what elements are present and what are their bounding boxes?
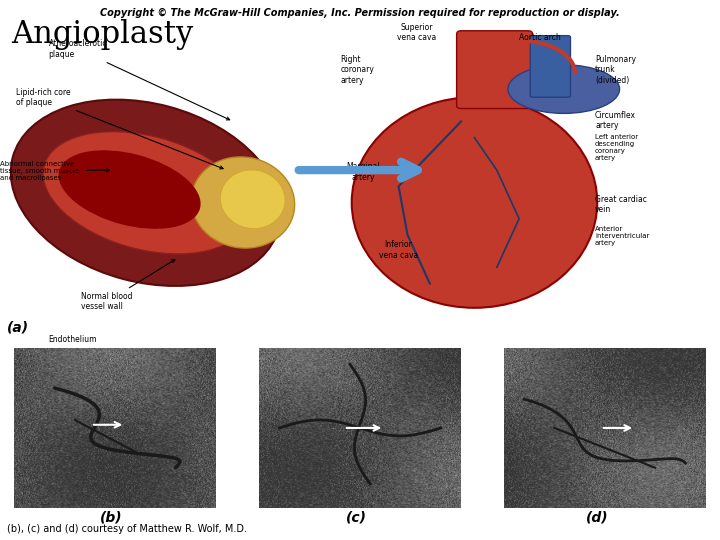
FancyArrowPatch shape bbox=[299, 162, 418, 178]
Ellipse shape bbox=[192, 157, 294, 248]
Text: Anterior
interventricular
artery: Anterior interventricular artery bbox=[595, 226, 649, 246]
Text: (c): (c) bbox=[346, 510, 367, 524]
Ellipse shape bbox=[220, 170, 285, 228]
Ellipse shape bbox=[352, 97, 598, 308]
Text: Inferior
vena cava: Inferior vena cava bbox=[379, 240, 418, 260]
Ellipse shape bbox=[508, 65, 619, 113]
Text: Lipid-rich core
of plaque: Lipid-rich core of plaque bbox=[16, 88, 223, 169]
Text: Superior
vena cava: Superior vena cava bbox=[397, 23, 436, 43]
Text: (b), (c) and (d) courtesy of Matthew R. Wolf, M.D.: (b), (c) and (d) courtesy of Matthew R. … bbox=[7, 523, 247, 534]
Ellipse shape bbox=[58, 150, 201, 229]
Text: Great cardiac
vein: Great cardiac vein bbox=[595, 195, 647, 214]
Ellipse shape bbox=[43, 132, 248, 254]
Text: Pulmonary
trunk
(divided): Pulmonary trunk (divided) bbox=[595, 55, 636, 85]
Text: Right
coronary
artery: Right coronary artery bbox=[341, 55, 374, 85]
Text: Angioplasty: Angioplasty bbox=[11, 19, 193, 50]
Text: (a): (a) bbox=[7, 321, 30, 335]
FancyBboxPatch shape bbox=[456, 31, 533, 109]
Text: (b): (b) bbox=[100, 510, 123, 524]
Text: Abnormal connective
tissue, smooth muscle,
and macrolipases: Abnormal connective tissue, smooth muscl… bbox=[0, 161, 109, 181]
Text: Aortic arch: Aortic arch bbox=[519, 33, 561, 43]
Text: Atheroaclerotic
plaque: Atheroaclerotic plaque bbox=[48, 39, 230, 120]
Text: Normal blood
vessel wall: Normal blood vessel wall bbox=[81, 260, 175, 312]
Text: Endothelium: Endothelium bbox=[48, 335, 97, 344]
Text: Left anterior
descending
coronary
artery: Left anterior descending coronary artery bbox=[595, 134, 638, 161]
Text: (d): (d) bbox=[586, 510, 609, 524]
Text: Copyright © The McGraw-Hill Companies, Inc. Permission required for reproduction: Copyright © The McGraw-Hill Companies, I… bbox=[100, 8, 620, 18]
Ellipse shape bbox=[11, 99, 281, 286]
FancyBboxPatch shape bbox=[530, 36, 570, 97]
Text: Circumflex
artery: Circumflex artery bbox=[595, 111, 636, 130]
Text: Marginal
artery: Marginal artery bbox=[346, 163, 379, 182]
